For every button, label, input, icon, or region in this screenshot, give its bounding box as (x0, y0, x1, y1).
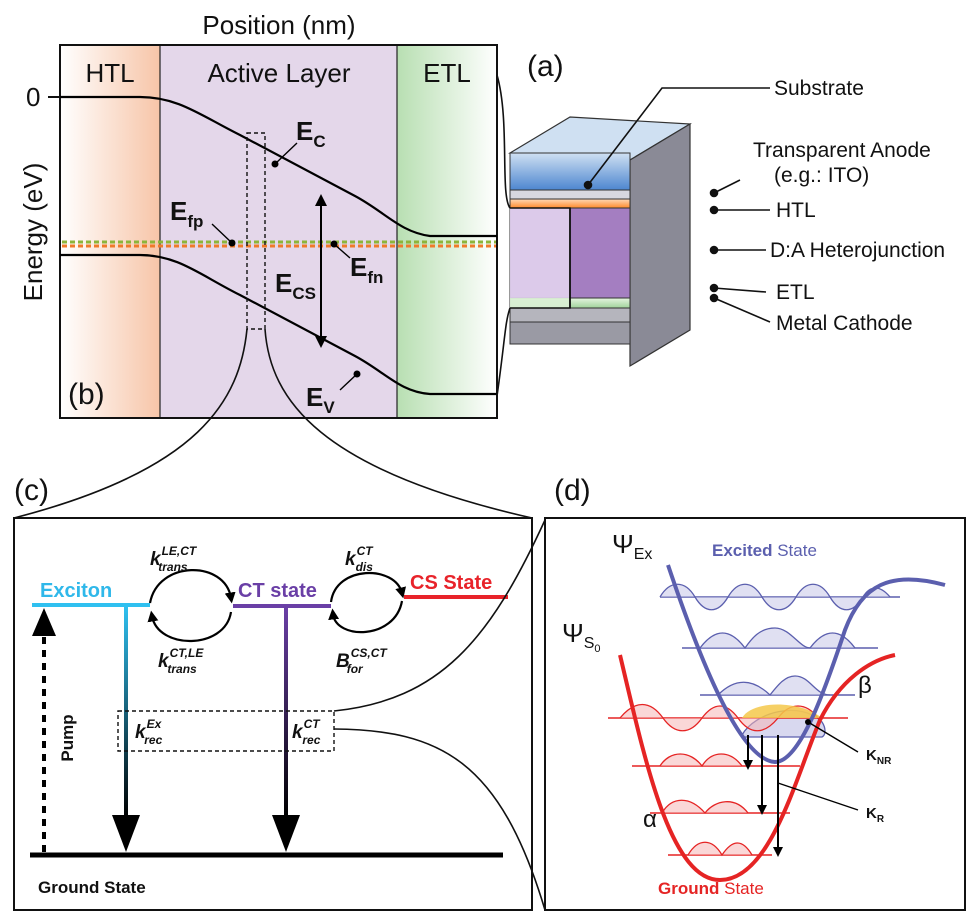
zoom-selection-box (246, 132, 266, 330)
ground-state-curve (618, 653, 896, 883)
cs-state-label: CS State (410, 572, 492, 594)
panel-a-tag: (a) (527, 50, 564, 83)
device-stack-panel: (a) (496, 50, 945, 397)
ct-recombination-arrow (284, 608, 288, 816)
ev-label: EV (306, 382, 335, 417)
k-nr-label: KNR (866, 747, 892, 767)
heterojunction-label: D:A Heterojunction (770, 239, 945, 262)
psi-s0-label: ΨS0 (562, 618, 601, 655)
excited-state-curve (666, 564, 946, 765)
cathode-layer (509, 307, 631, 323)
panel-c-tag: (c) (14, 474, 49, 507)
alpha-label: α (643, 806, 657, 833)
efp-label: Efp (170, 196, 203, 231)
ground-state-label: Ground State (38, 878, 146, 897)
anode-layer (509, 189, 631, 200)
panel-d-tag: (d) (554, 474, 591, 507)
htl-layer-label: HTL (776, 199, 816, 222)
y-axis-label: Energy (eV) (18, 163, 48, 302)
substrate-layer (509, 152, 631, 191)
substrate-label: Substrate (774, 77, 864, 100)
conduction-band-curve (60, 95, 497, 238)
panel-b-tag: (b) (68, 378, 105, 411)
active-layer-label: Active Layer (207, 58, 350, 88)
kinetics-panel: (c) Exciton CT state CS State Ground Sta… (13, 474, 546, 911)
k-rec-ex-label: kEx rec (135, 717, 163, 747)
exciton-recombination-arrow (124, 607, 128, 817)
cs-to-ct-arc (328, 600, 404, 634)
psi-ex-label: ΨEx (612, 529, 652, 563)
stack-right-side (629, 122, 691, 368)
ec-label: EC (296, 116, 326, 151)
k-dis-ct-label: kCT dis (345, 544, 374, 574)
zero-tick-label: 0 (26, 82, 40, 112)
htl-region (60, 45, 160, 418)
device-leaders (583, 87, 771, 323)
etl-label: ETL (423, 58, 471, 88)
htl-layer (509, 198, 631, 209)
potential-surface-panel: (d) (544, 474, 966, 911)
recombination-zoom-box (117, 710, 335, 752)
excited-state-label: Excited State (712, 541, 817, 560)
kinetics-frame (13, 517, 533, 911)
ground-vibrational-levels (608, 703, 848, 857)
valence-band-curve (60, 253, 497, 396)
exciton-label: Exciton (40, 580, 112, 602)
ct-state-label: CT state (238, 580, 317, 602)
efn-label: Efn (350, 252, 383, 287)
ecs-label: ECS (275, 268, 316, 303)
anode-label-line2: (e.g.: ITO) (774, 164, 869, 187)
k-trans-le-ct-label: kLE,CT trans (150, 544, 198, 574)
potential-frame (544, 517, 966, 911)
pump-label: Pump (58, 714, 77, 761)
beta-label: β (858, 672, 872, 699)
band-diagram-frame (59, 44, 498, 419)
k-trans-ct-le-label: kCT,LE trans (158, 646, 204, 676)
ct-to-cs-arc (329, 572, 406, 603)
exciton-to-ct-arc (148, 569, 236, 604)
ct-to-exciton-arc (147, 610, 233, 643)
band-diagram-panel: Position (nm) Energy (eV) 0 HTL Active L… (18, 10, 498, 419)
ground-state-label-d: Ground State (658, 879, 764, 898)
k-rec-ct-label: kCT rec (292, 717, 321, 747)
htl-label: HTL (85, 58, 134, 88)
active-layer-region (160, 45, 397, 418)
cathode-label: Metal Cathode (776, 312, 913, 335)
k-r-label: KR (866, 805, 885, 825)
x-axis-label: Position (nm) (202, 10, 355, 40)
b-for-cs-ct-label: BCS,CT for (336, 646, 388, 676)
anode-label-line1: Transparent Anode (753, 139, 931, 162)
etl-layer-label: ETL (776, 281, 815, 304)
